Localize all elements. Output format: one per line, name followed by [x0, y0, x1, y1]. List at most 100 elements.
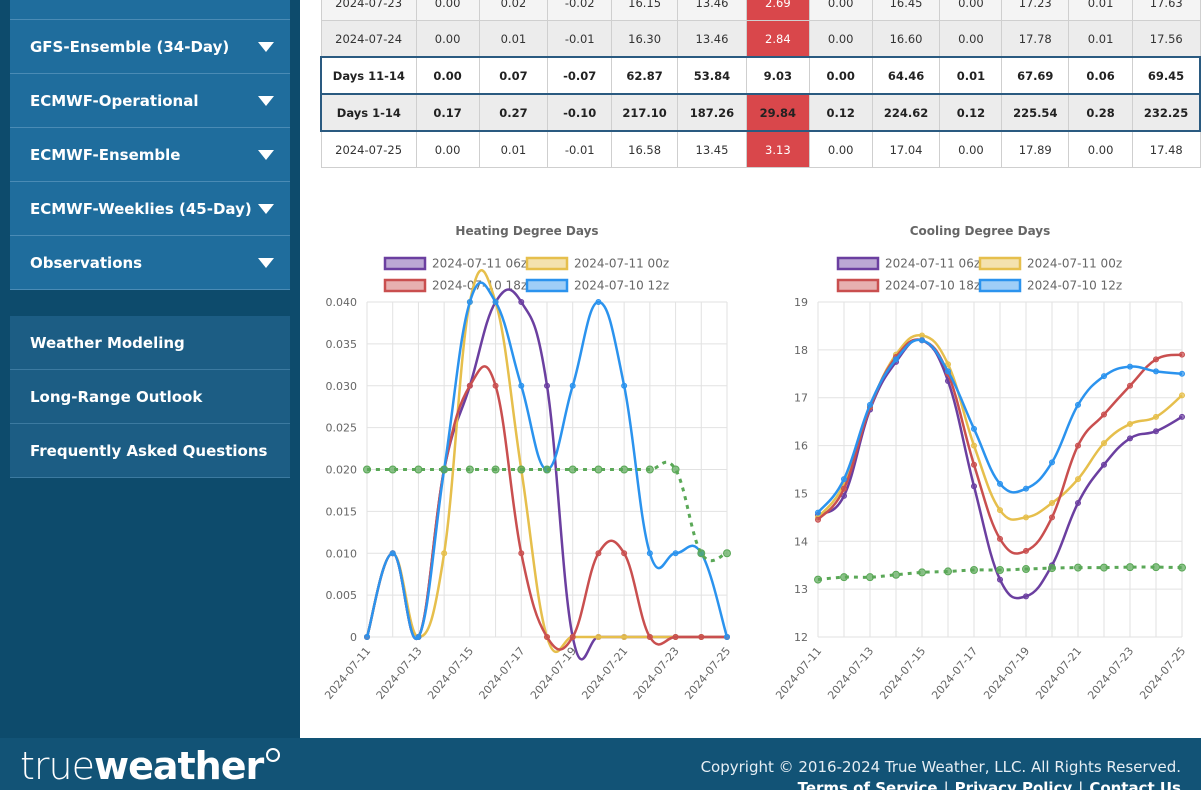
x-tick-label: 2024-07-25: [1137, 645, 1188, 702]
data-point: [841, 485, 847, 492]
table-cell: 17.63: [1132, 0, 1201, 21]
table-cell: 0.01: [1068, 0, 1134, 21]
data-point: [1074, 563, 1082, 572]
legend-swatch: [978, 278, 1022, 293]
data-point: [595, 550, 602, 557]
data-point: [672, 634, 679, 640]
data-point: [1049, 500, 1055, 506]
nav-item[interactable]: Long-Range Outlook: [10, 370, 290, 424]
data-point: [971, 461, 977, 468]
data-point: [841, 476, 847, 483]
data-point: [997, 535, 1003, 542]
nav-item[interactable]: Frequently Asked Questions: [10, 424, 290, 478]
footer-link[interactable]: Contact Us: [1072, 779, 1181, 797]
footer-link[interactable]: Terms of Service: [797, 779, 938, 797]
table-cell: 64.46: [871, 56, 941, 95]
nav-item[interactable]: ECMWF-Weeklies (45-Day): [10, 182, 290, 236]
table-cell: 0.27: [478, 93, 549, 132]
data-point: [465, 465, 474, 474]
data-point: [491, 465, 500, 474]
data-point: [1179, 413, 1185, 420]
legend-label: 2024-07-11 06z: [885, 257, 980, 271]
data-table: 2024-07-23 0.00 0.02 -0.02 16.15 13.46 2.69 0.0…: [319, 0, 1201, 168]
y-tick-label: 0.035: [326, 338, 358, 351]
legend-swatch: [383, 256, 427, 271]
table-cell: 53.84: [677, 56, 747, 95]
y-tick-label: 14: [794, 535, 808, 548]
table-cell: 17.48: [1132, 130, 1201, 168]
x-tick-label: 2024-07-21: [1033, 645, 1084, 702]
nav-item[interactable]: GFS-Ensemble (34-Day): [10, 20, 290, 74]
data-point: [840, 573, 848, 582]
x-tick-label: 2024-07-15: [877, 645, 928, 702]
data-point: [518, 299, 525, 305]
data-point: [415, 634, 422, 640]
data-point: [1126, 563, 1134, 572]
x-tick-label: 2024-07-13: [825, 645, 876, 702]
data-point: [1023, 547, 1029, 554]
data-point: [517, 465, 526, 474]
data-point: [621, 550, 628, 557]
nav-item[interactable]: Observations: [10, 236, 290, 290]
legend-label: 2024-07-10 12z: [1027, 279, 1122, 293]
y-tick-label: 13: [794, 583, 808, 596]
y-tick-label: 0.015: [326, 505, 358, 518]
charts: Heating Degree Days 2024-07-11 06z 2024-07…: [322, 224, 1188, 702]
nav-label: ECMWF-Operational: [30, 92, 199, 110]
y-tick-label: 19: [794, 296, 808, 309]
data-point: [1075, 401, 1081, 408]
data-point: [646, 550, 653, 557]
table-cell: 13.45: [677, 130, 747, 168]
table-cell: 16.15: [611, 0, 679, 21]
nav-label: Observations: [30, 254, 143, 272]
table-cell: 0.12: [939, 93, 1003, 132]
table-cell: 69.45: [1132, 56, 1201, 95]
data-point: [1153, 368, 1159, 375]
nav-item[interactable]: ECMWF-Operational: [10, 74, 290, 128]
nav-label: ECMWF-Ensemble: [30, 146, 181, 164]
data-point: [996, 566, 1004, 574]
table-cell: 0.01: [1068, 20, 1134, 58]
data-point: [867, 401, 873, 408]
logo[interactable]: trueweather: [20, 746, 281, 786]
nav-item[interactable]: Weather Modeling: [10, 316, 290, 370]
data-point: [466, 299, 473, 305]
table-cell: 0.06: [1068, 56, 1134, 95]
table-cell: 0.01: [478, 130, 549, 168]
data-point: [1075, 442, 1081, 449]
nav-item[interactable]: Last Trends: [10, 0, 290, 20]
data-point: [1101, 373, 1107, 380]
y-tick-label: 16: [794, 440, 808, 453]
data-point: [1075, 500, 1081, 506]
nav-label: ECMWF-Weeklies (45-Day): [30, 200, 252, 218]
data-point: [595, 299, 602, 305]
nav-item[interactable]: ECMWF-Ensemble: [10, 128, 290, 182]
data-point: [672, 550, 679, 557]
data-point: [698, 634, 705, 640]
table-row: Days 1-14 0.17 0.27 -0.10 217.10 187.26 29.84 0…: [319, 93, 1201, 132]
table-cell: 0.00: [939, 20, 1003, 58]
footer: trueweather Copyright © 2016-2024 True W…: [0, 738, 1201, 797]
footer-link[interactable]: Privacy Policy: [938, 779, 1073, 797]
data-point: [1101, 461, 1107, 468]
legend-label: 2024-07-10 18z: [885, 279, 980, 293]
data-point: [1101, 411, 1107, 418]
table-cell: -0.07: [547, 56, 613, 95]
data-point: [997, 507, 1003, 514]
data-point: [1023, 593, 1029, 600]
data-point: [971, 483, 977, 490]
x-tick-label: 2024-07-23: [1085, 645, 1136, 702]
table-cell: 0.00: [808, 56, 873, 95]
y-tick-label: 0.030: [326, 380, 358, 393]
dropdown-arrow: [258, 42, 274, 52]
data-point: [363, 465, 371, 474]
sidebar: Last Trends GFS-Ensemble (34-Day) ECMWF-O…: [0, 0, 300, 738]
table-cell: 225.54: [1001, 93, 1070, 132]
table-row: 2024-07-23 0.00 0.02 -0.02 16.15 13.46 2.69 0.0…: [320, 0, 1201, 21]
data-point: [723, 549, 731, 558]
data-point: [388, 465, 397, 474]
data-point: [1179, 370, 1185, 377]
table-cell: 0.00: [1068, 130, 1134, 168]
chart-title: Heating Degree Days: [455, 224, 598, 238]
legend-swatch: [978, 256, 1022, 271]
